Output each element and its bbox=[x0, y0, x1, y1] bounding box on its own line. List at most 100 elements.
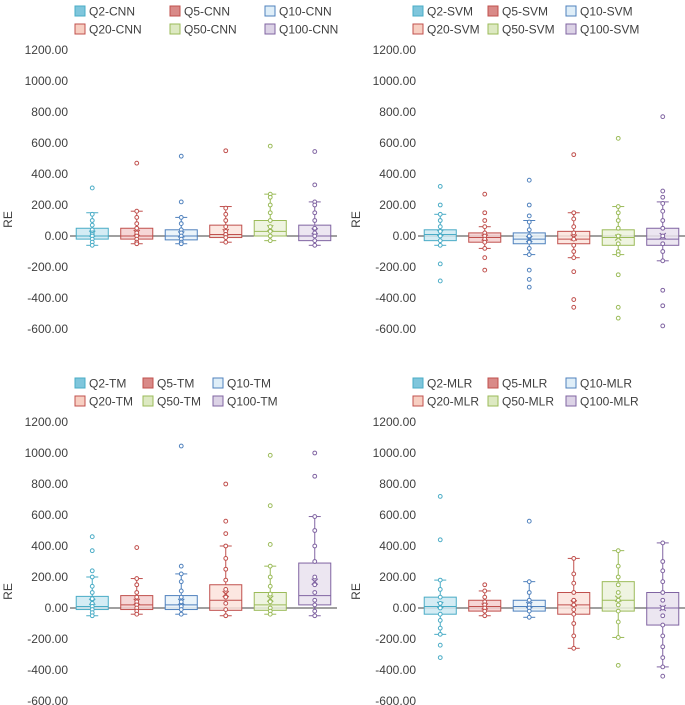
box-q50-svm bbox=[601, 135, 635, 321]
data-point bbox=[312, 613, 318, 619]
data-point bbox=[267, 194, 273, 200]
data-point bbox=[178, 588, 184, 594]
data-point bbox=[134, 221, 140, 227]
data-point bbox=[134, 582, 140, 588]
data-point bbox=[178, 563, 184, 569]
legend-swatch-4 bbox=[412, 23, 424, 35]
data-point bbox=[178, 579, 184, 585]
legend-label-3: Q10-MLR bbox=[580, 377, 632, 391]
box-q2-mlr bbox=[423, 494, 457, 660]
data-point bbox=[223, 205, 229, 211]
data-point bbox=[312, 473, 318, 479]
y-tick-label: -600.00 bbox=[27, 322, 68, 336]
y-tick-label: -600.00 bbox=[375, 322, 416, 336]
data-point bbox=[437, 600, 443, 606]
data-point bbox=[312, 528, 318, 533]
data-point bbox=[660, 664, 666, 670]
chart-mlr: Q2-MLR Q5-MLR Q10-MLR Q20-MLR Q50-MLR Q100-ML… bbox=[349, 377, 685, 705]
data-point bbox=[571, 255, 577, 261]
data-point bbox=[267, 218, 273, 223]
legend-cnn: Q2-CNN Q5-CNN Q10-CNN Q20-CNN Q50-CNN Q100-CN… bbox=[74, 5, 338, 37]
data-point bbox=[482, 608, 488, 614]
data-point bbox=[178, 571, 184, 577]
box-q20-mlr bbox=[557, 556, 591, 651]
data-point bbox=[134, 225, 140, 231]
y-tick-label: 1000.00 bbox=[373, 74, 417, 88]
data-point bbox=[660, 559, 666, 564]
data-point bbox=[571, 571, 577, 577]
data-point bbox=[482, 246, 488, 251]
y-tick-label: 0.00 bbox=[45, 601, 69, 615]
legend-label-3: Q10-TM bbox=[227, 377, 271, 391]
data-point bbox=[571, 633, 577, 639]
data-point bbox=[615, 218, 621, 223]
data-point bbox=[660, 287, 666, 293]
legend-label-4: Q20-TM bbox=[89, 395, 133, 409]
box-q2-cnn bbox=[75, 185, 109, 248]
data-point bbox=[178, 611, 184, 617]
data-point bbox=[89, 222, 95, 228]
data-point bbox=[615, 590, 621, 595]
data-point bbox=[312, 225, 318, 231]
legend-label-2: Q5-SVM bbox=[502, 5, 548, 19]
data-point bbox=[571, 216, 577, 222]
data-point bbox=[223, 235, 229, 240]
data-point bbox=[571, 607, 577, 612]
data-point bbox=[526, 233, 532, 239]
data-point bbox=[437, 238, 443, 244]
legend-label-1: Q2-CNN bbox=[89, 5, 135, 19]
data-point bbox=[571, 602, 577, 608]
data-point bbox=[660, 188, 666, 194]
data-point bbox=[437, 594, 443, 600]
y-tick-label: -200.00 bbox=[375, 260, 416, 274]
data-point bbox=[571, 556, 577, 561]
data-point bbox=[267, 542, 273, 547]
data-point bbox=[526, 590, 532, 595]
data-point bbox=[312, 543, 318, 549]
data-point bbox=[482, 267, 488, 273]
legend-label-1: Q2-SVM bbox=[427, 5, 473, 19]
data-point bbox=[89, 568, 95, 574]
data-point bbox=[312, 590, 318, 595]
data-point bbox=[571, 269, 577, 275]
data-point bbox=[178, 607, 184, 612]
box-q100-tm bbox=[298, 450, 332, 619]
data-point bbox=[571, 621, 577, 626]
data-point bbox=[267, 224, 273, 230]
y-tick-label: 1200.00 bbox=[25, 43, 69, 57]
data-point bbox=[89, 583, 95, 589]
y-tick-label: 400.00 bbox=[379, 539, 416, 553]
box-q50-mlr bbox=[601, 548, 635, 668]
box-q100-cnn bbox=[298, 149, 332, 248]
data-point bbox=[482, 239, 488, 245]
legend-swatch-6 bbox=[565, 395, 577, 407]
data-point bbox=[526, 608, 532, 614]
data-point bbox=[482, 210, 488, 216]
data-point bbox=[89, 548, 95, 554]
data-point bbox=[571, 224, 577, 230]
legend-swatch-2 bbox=[487, 5, 499, 17]
box-q10-tm bbox=[164, 443, 198, 617]
y-tick-label: 0.00 bbox=[393, 601, 417, 615]
y-tick-label: 800.00 bbox=[31, 477, 68, 491]
data-point bbox=[571, 297, 577, 302]
data-point bbox=[89, 218, 95, 223]
data-point bbox=[571, 597, 577, 603]
legend-label-2: Q5-TM bbox=[157, 377, 194, 391]
data-point bbox=[267, 233, 273, 239]
data-point bbox=[267, 591, 273, 597]
data-point bbox=[660, 540, 666, 546]
data-point bbox=[312, 238, 318, 244]
data-point bbox=[134, 590, 140, 595]
data-point bbox=[312, 574, 318, 580]
legend-label-5: Q50-MLR bbox=[502, 395, 554, 409]
data-point bbox=[571, 249, 577, 254]
y-tick-label: 200.00 bbox=[379, 570, 416, 584]
data-point bbox=[267, 202, 273, 208]
data-point bbox=[660, 633, 666, 639]
box-q5-mlr bbox=[468, 582, 502, 619]
data-point bbox=[526, 518, 532, 524]
legend-swatch-2 bbox=[487, 377, 499, 389]
box-q2-tm bbox=[75, 534, 109, 619]
data-point bbox=[267, 238, 273, 244]
